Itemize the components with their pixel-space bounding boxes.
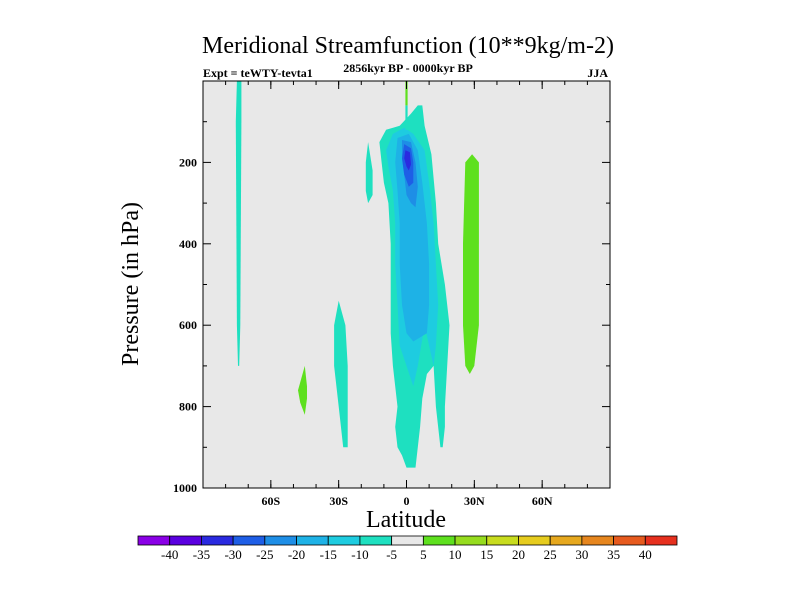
colorbar-swatch (549, 535, 583, 546)
experiment-label: Expt = teWTY-tevta1 (203, 66, 313, 80)
contour-region-0 (235, 81, 242, 366)
contour-region-12 (298, 365, 307, 415)
colorbar-swatch (486, 535, 519, 546)
colorbar-swatch (454, 535, 488, 546)
colorbar-swatch (169, 535, 202, 546)
period-label: 2856kyr BP - 0000kyr BP (343, 61, 473, 75)
colorbar-label: -40 (161, 547, 178, 562)
colorbar-label: -25 (256, 547, 273, 562)
colorbar-label: -15 (320, 547, 337, 562)
x-tick-label: 30S (329, 494, 348, 508)
colorbar-label: 5 (420, 547, 427, 562)
colorbar-label: -5 (386, 547, 397, 562)
contour-region-11 (463, 154, 479, 374)
colorbar-swatch (201, 535, 234, 546)
colorbar-swatch (264, 535, 297, 546)
colorbar: -40 -35 -30 -25 -20 -15 -10 -5 5 10 15 20 25 30 35 40 (137, 535, 678, 562)
contour-region-5 (395, 133, 430, 342)
colorbar-label: 20 (512, 547, 525, 562)
colorbar-swatch (581, 535, 614, 546)
colorbar-label: -20 (288, 547, 305, 562)
colorbar-label: 15 (480, 547, 493, 562)
colorbar-swatch (644, 535, 678, 546)
contour-region-9 (405, 105, 408, 130)
colorbar-label: 10 (449, 547, 462, 562)
x-axis-ticks: 60S 30S 0 30N 60N (225, 81, 588, 508)
colorbar-swatch (422, 535, 456, 546)
x-tick-label: 30N (464, 494, 485, 508)
y-tick-label: 400 (179, 237, 197, 251)
colorbar-label: 40 (639, 547, 652, 562)
contour-region-8 (404, 150, 411, 171)
colorbar-swatch (232, 535, 266, 546)
y-tick-label: 1000 (173, 481, 197, 495)
colorbar-label: 30 (575, 547, 588, 562)
colorbar-label: 35 (607, 547, 620, 562)
chart-title: Meridional Streamfunction (10**9kg/m-2) (202, 33, 614, 59)
x-tick-label: 60S (261, 494, 280, 508)
season-label: JJA (587, 66, 608, 80)
colorbar-swatch (518, 535, 551, 546)
contour-region-10 (405, 81, 408, 106)
contour-region-2 (334, 300, 348, 448)
y-tick-label: 200 (179, 155, 197, 169)
colorbar-swatch (327, 535, 361, 546)
colorbar-label: -35 (193, 547, 210, 562)
contour-region-1 (365, 142, 373, 204)
colorbar-swatch (137, 535, 171, 546)
colorbar-swatch (613, 535, 646, 546)
colorbar-swatch (296, 535, 329, 546)
y-tick-label: 800 (179, 400, 197, 414)
colorbar-label: -30 (224, 547, 241, 562)
y-axis-label: Pressure (in hPa) (118, 202, 144, 366)
colorbar-swatch (359, 535, 393, 546)
colorbar-label: -10 (351, 547, 368, 562)
y-axis-ticks: 200 400 600 800 1000 (173, 121, 610, 495)
x-tick-label: 60N (532, 494, 553, 508)
colorbar-label: 25 (544, 547, 557, 562)
x-axis-label: Latitude (366, 507, 446, 533)
colorbar-swatch (391, 535, 424, 546)
y-tick-label: 600 (179, 318, 197, 332)
x-tick-label: 0 (404, 494, 410, 508)
contour-regions (235, 81, 479, 468)
